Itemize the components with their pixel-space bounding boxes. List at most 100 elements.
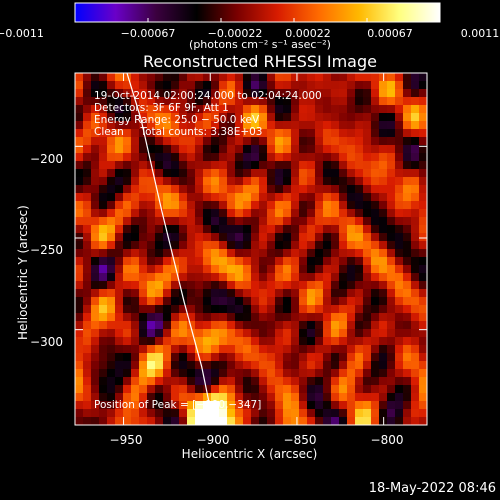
heatmap-cell (163, 345, 171, 353)
heatmap-cell (227, 313, 235, 321)
heatmap-cell (115, 185, 123, 193)
heatmap-cell (251, 297, 259, 305)
heatmap-cell (83, 185, 91, 193)
heatmap-cell (179, 297, 187, 305)
heatmap-cell (259, 193, 267, 201)
heatmap-cell (299, 233, 307, 241)
heatmap-cell (323, 257, 331, 265)
heatmap-cell (203, 177, 211, 185)
heatmap-cell (131, 345, 139, 353)
heatmap-cell (91, 129, 99, 137)
heatmap-cell (115, 401, 123, 409)
heatmap-cell (171, 353, 179, 361)
heatmap-cell (211, 217, 219, 225)
heatmap-cell (411, 89, 419, 97)
heatmap-cell (347, 89, 355, 97)
heatmap-cell (323, 113, 331, 121)
heatmap-cell (387, 129, 395, 137)
heatmap-cell (251, 257, 259, 265)
heatmap-cell (363, 209, 371, 217)
heatmap-cell (115, 249, 123, 257)
heatmap-cell (347, 233, 355, 241)
heatmap-cell (283, 89, 291, 97)
heatmap-cell (187, 273, 195, 281)
heatmap-cell (107, 225, 115, 233)
heatmap-cell (283, 409, 291, 417)
heatmap-cell (115, 209, 123, 217)
heatmap-cell (307, 177, 315, 185)
heatmap-cell (179, 241, 187, 249)
heatmap-cell (131, 113, 139, 121)
heatmap-cell (267, 265, 275, 273)
heatmap-cell (139, 417, 147, 425)
heatmap-cell (411, 129, 419, 137)
heatmap-cell (299, 265, 307, 273)
heatmap-cell (195, 257, 203, 265)
y-tick-label: −250 (30, 243, 63, 257)
heatmap-cell (395, 393, 403, 401)
heatmap-cell (83, 321, 91, 329)
heatmap-cell (403, 369, 411, 377)
heatmap-cell (83, 177, 91, 185)
colorbar-tick-label: −0.00022 (207, 27, 263, 40)
heatmap-cell (307, 201, 315, 209)
heatmap-cell (363, 385, 371, 393)
heatmap-cell (355, 321, 363, 329)
heatmap-cell (147, 249, 155, 257)
heatmap-cell (91, 281, 99, 289)
heatmap-cell (235, 105, 243, 113)
heatmap-cell (283, 305, 291, 313)
heatmap-cell (339, 137, 347, 145)
heatmap-cell (107, 89, 115, 97)
heatmap-cell (243, 417, 251, 425)
heatmap-cell (131, 81, 139, 89)
heatmap-cell (267, 241, 275, 249)
y-tick-label: −200 (30, 152, 63, 166)
heatmap-cell (363, 289, 371, 297)
heatmap-cell (267, 297, 275, 305)
heatmap-cell (123, 153, 131, 161)
heatmap-cell (187, 385, 195, 393)
heatmap-cell (99, 305, 107, 313)
heatmap-cell (139, 201, 147, 209)
heatmap-cell (379, 89, 387, 97)
heatmap-cell (195, 105, 203, 113)
heatmap-cell (291, 177, 299, 185)
heatmap-cell (227, 337, 235, 345)
heatmap-cell (339, 153, 347, 161)
heatmap-cell (227, 353, 235, 361)
heatmap-cell (347, 169, 355, 177)
heatmap-cell (307, 233, 315, 241)
heatmap-cell (123, 321, 131, 329)
heatmap-cell (179, 273, 187, 281)
heatmap-cell (419, 89, 427, 97)
heatmap-cell (267, 401, 275, 409)
heatmap-cell (259, 137, 267, 145)
heatmap-cell (267, 185, 275, 193)
heatmap-cell (91, 73, 99, 81)
heatmap-cell (235, 409, 243, 417)
heatmap-cell (155, 273, 163, 281)
heatmap-cell (379, 161, 387, 169)
heatmap-cell (99, 321, 107, 329)
heatmap-cell (187, 153, 195, 161)
heatmap-cell (371, 225, 379, 233)
heatmap-cell (251, 281, 259, 289)
heatmap-cell (387, 81, 395, 89)
heatmap-cell (395, 297, 403, 305)
heatmap-cell (347, 193, 355, 201)
heatmap-cell (299, 313, 307, 321)
heatmap-cell (355, 129, 363, 137)
heatmap-cell (219, 225, 227, 233)
heatmap-cell (211, 137, 219, 145)
heatmap-cell (131, 337, 139, 345)
heatmap-cell (227, 377, 235, 385)
heatmap-cell (387, 193, 395, 201)
heatmap-cell (99, 209, 107, 217)
heatmap-cell (291, 417, 299, 425)
heatmap-cell (235, 297, 243, 305)
heatmap-cell (75, 177, 83, 185)
heatmap-cell (411, 113, 419, 121)
heatmap-cell (211, 145, 219, 153)
heatmap-cell (195, 385, 203, 393)
